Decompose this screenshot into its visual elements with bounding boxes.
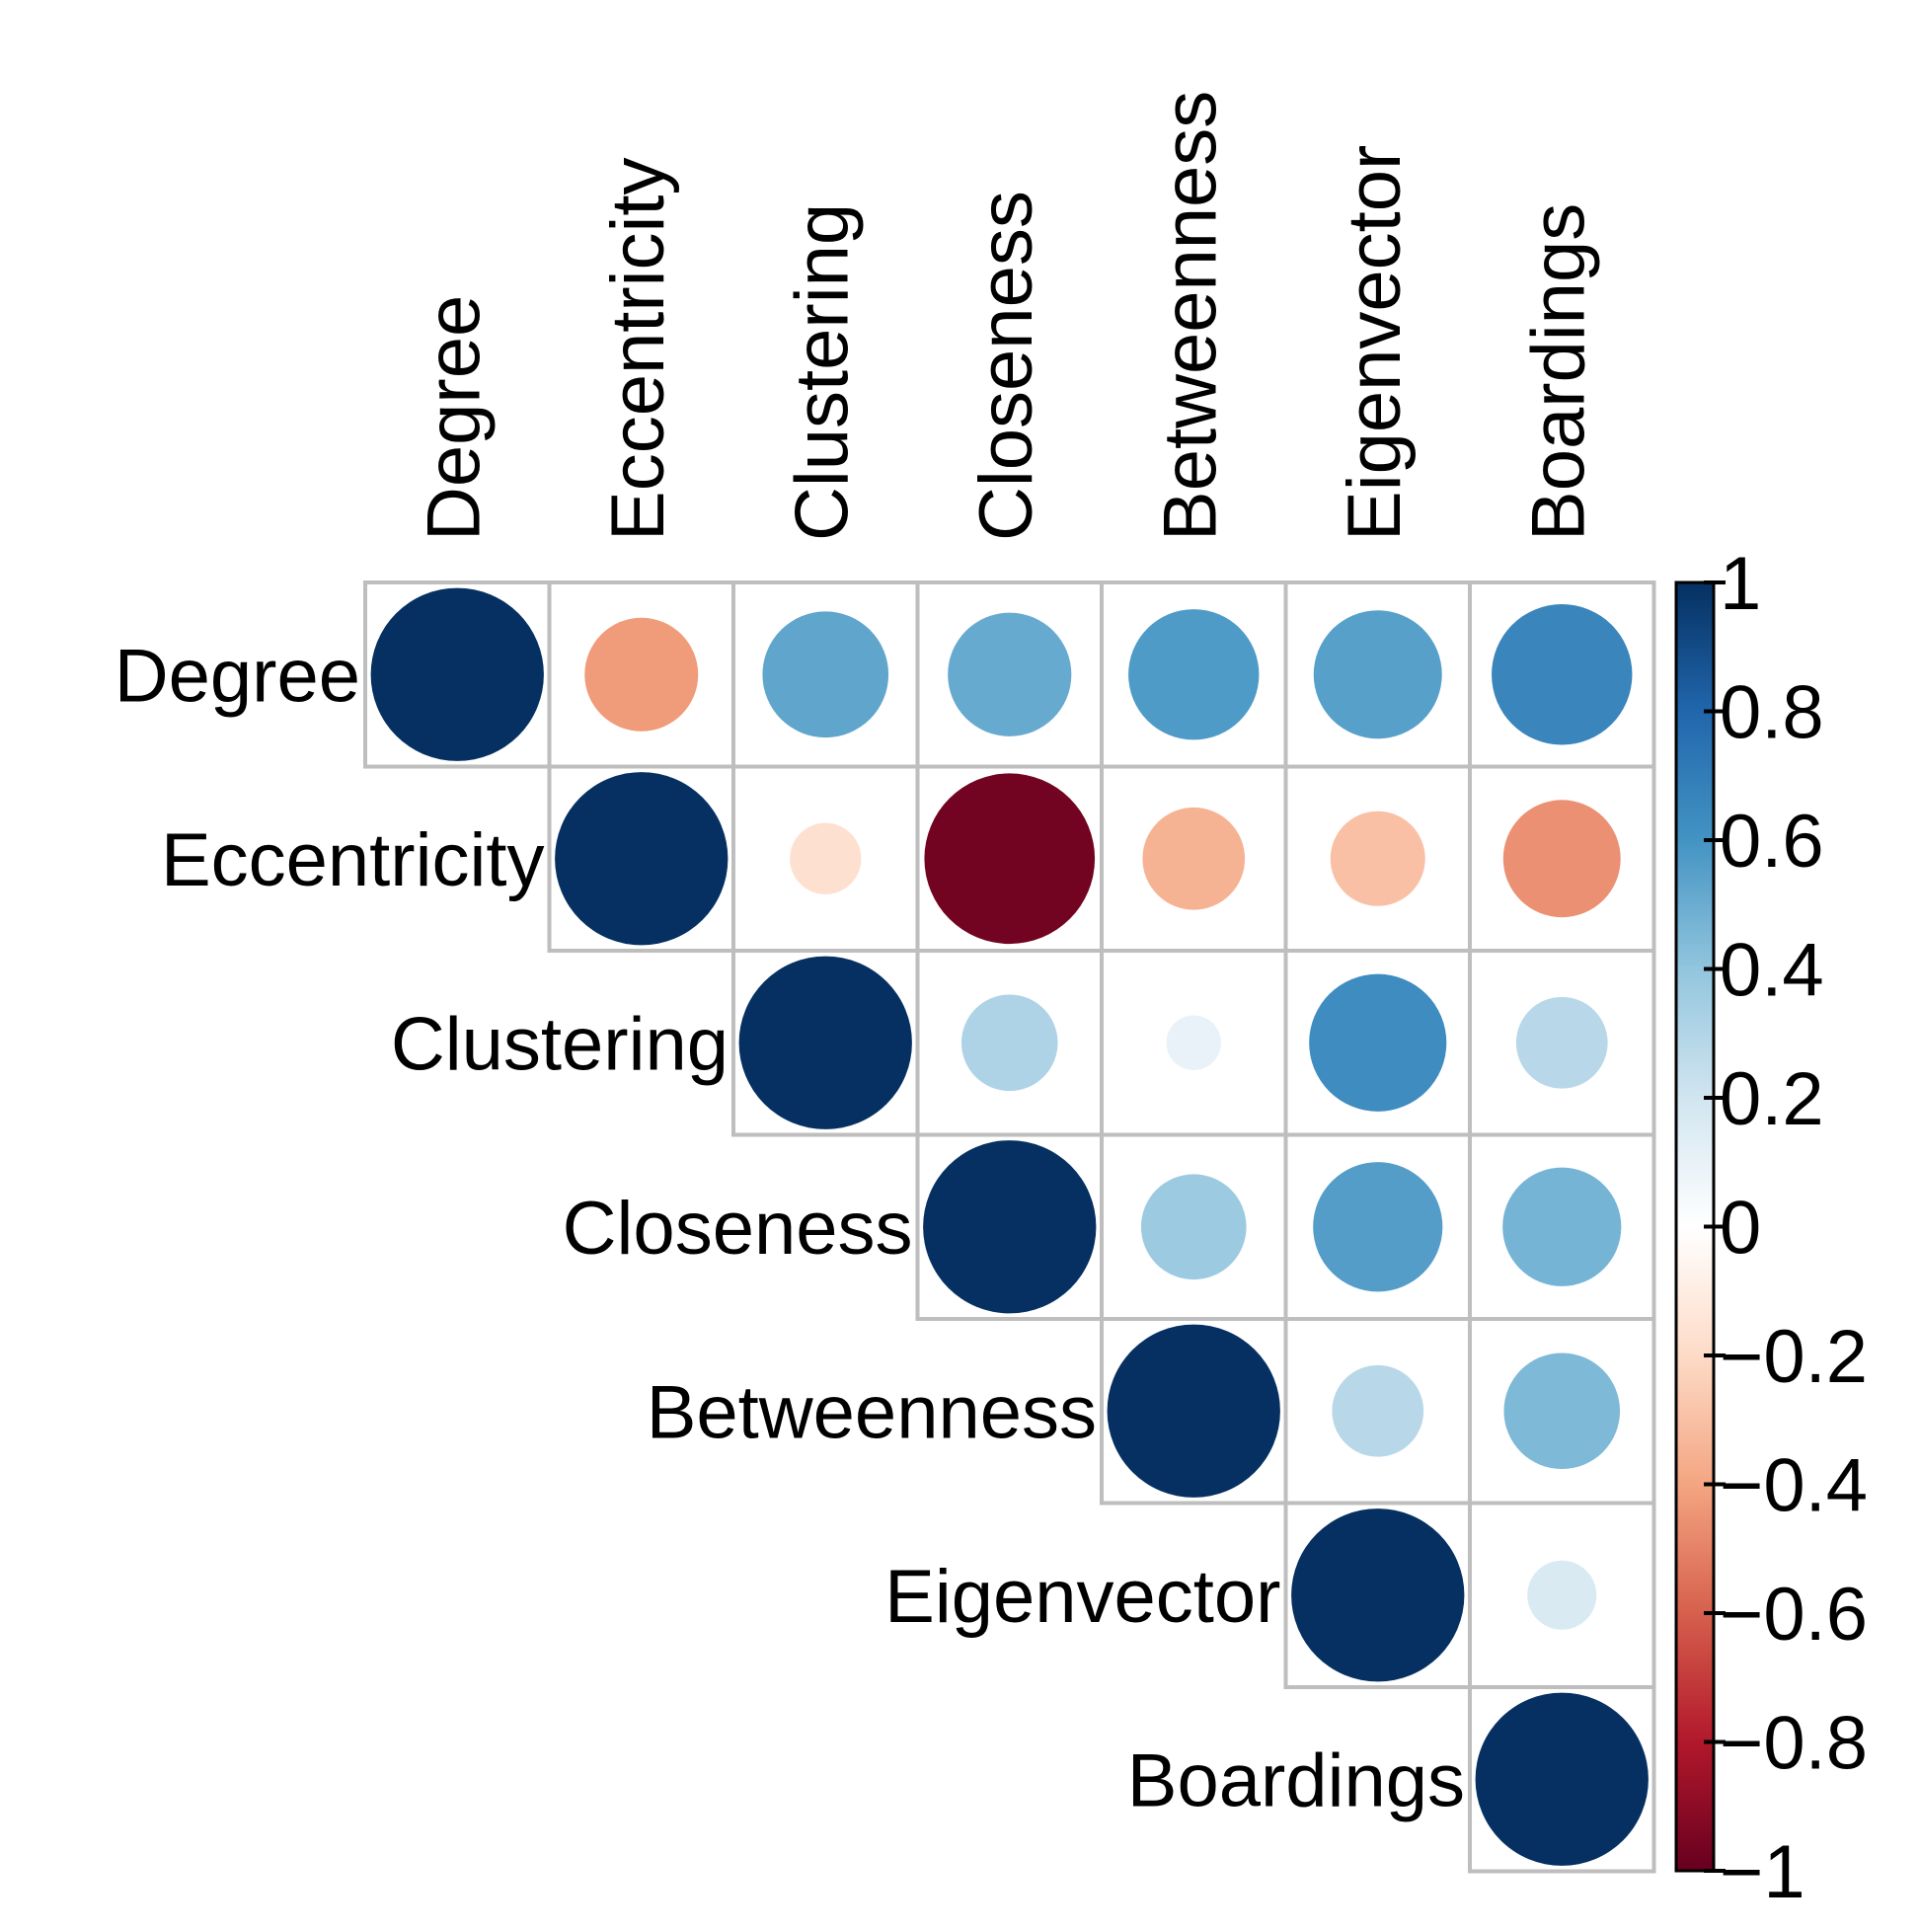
column-label-betweenness: Betweenness	[1148, 91, 1232, 541]
column-label-boardings: Boardings	[1516, 203, 1600, 541]
corr-circle-closeness-closeness	[923, 1140, 1097, 1314]
corr-circle-eccentricity-betweenness	[1142, 807, 1246, 910]
corr-circle-betweenness-betweenness	[1107, 1324, 1280, 1498]
corr-circle-clustering-closeness	[960, 994, 1058, 1092]
row-label-eigenvector: Eigenvector	[884, 1555, 1280, 1639]
corr-circle-eigenvector-boardings	[1527, 1560, 1597, 1630]
corr-circle-degree-betweenness	[1128, 609, 1260, 740]
corr-circle-closeness-betweenness	[1140, 1174, 1247, 1280]
grid-cell	[1468, 1685, 1656, 1874]
corr-circle-degree-closeness	[948, 612, 1072, 736]
corr-circle-betweenness-eigenvector	[1332, 1364, 1424, 1457]
corr-circle-eccentricity-eccentricity	[555, 772, 729, 946]
color-legend: 1 0.8 0.6 0.4 0.2 0 −0.2 −0.4 −0.6 −0.8 −1	[1674, 542, 1868, 1914]
column-labels: Degree Eccentricity Clustering Closeness Bet…	[412, 91, 1600, 541]
row-label-clustering: Clustering	[391, 1002, 729, 1086]
grid-cells	[363, 580, 1656, 1874]
colorbar-tick-label: 0.2	[1720, 1057, 1824, 1141]
corr-circle-betweenness-boardings	[1503, 1352, 1621, 1470]
corr-circle-degree-eigenvector	[1313, 610, 1442, 739]
correlation-circles	[370, 587, 1649, 1866]
corr-circle-closeness-eigenvector	[1313, 1162, 1443, 1292]
colorbar-tick-label: 1	[1720, 542, 1761, 626]
colorbar-tick-label: −0.4	[1720, 1444, 1868, 1528]
row-label-eccentricity: Eccentricity	[161, 818, 545, 902]
corr-circle-degree-degree	[370, 587, 544, 761]
row-label-closeness: Closeness	[563, 1187, 913, 1271]
corr-circle-degree-clustering	[762, 611, 889, 738]
colorbar-tick-label: 0.6	[1720, 800, 1824, 884]
column-label-eigenvector: Eigenvector	[1333, 145, 1417, 541]
corr-circle-degree-eccentricity	[584, 617, 699, 732]
colorbar-tick-label: −0.2	[1720, 1315, 1868, 1399]
corr-circle-eccentricity-clustering	[790, 822, 862, 894]
row-label-degree: Degree	[115, 634, 360, 718]
corr-circle-degree-boardings	[1492, 604, 1633, 745]
colorbar-tick-label: −0.8	[1720, 1702, 1868, 1786]
row-label-boardings: Boardings	[1127, 1739, 1465, 1822]
corr-circle-clustering-clustering	[738, 956, 912, 1129]
corr-circle-closeness-boardings	[1502, 1167, 1622, 1286]
row-label-betweenness: Betweenness	[647, 1370, 1097, 1454]
colorbar-tick-label: −0.6	[1720, 1573, 1868, 1657]
corr-circle-clustering-eigenvector	[1309, 973, 1447, 1112]
corr-circle-clustering-boardings	[1515, 996, 1608, 1089]
colorbar-tick-label: 0.4	[1720, 929, 1824, 1013]
corr-circle-clustering-betweenness	[1166, 1015, 1221, 1070]
colorbar-tick-label: −1	[1720, 1830, 1805, 1914]
column-label-degree: Degree	[412, 295, 496, 541]
colorbar-tick-label: 0.8	[1720, 671, 1824, 755]
colorbar-tick-label: 0	[1720, 1187, 1761, 1271]
row-labels: Degree Eccentricity Clustering Closeness Bet…	[115, 634, 1465, 1822]
corr-circle-boardings-boardings	[1475, 1692, 1649, 1866]
column-label-eccentricity: Eccentricity	[596, 157, 680, 541]
corr-circle-eccentricity-closeness	[924, 773, 1096, 945]
corr-circle-eccentricity-eigenvector	[1330, 811, 1425, 906]
corr-circle-eigenvector-eigenvector	[1291, 1508, 1465, 1682]
column-label-clustering: Clustering	[780, 203, 864, 541]
corr-circle-eccentricity-boardings	[1502, 800, 1621, 918]
column-label-closeness: Closeness	[964, 191, 1048, 541]
